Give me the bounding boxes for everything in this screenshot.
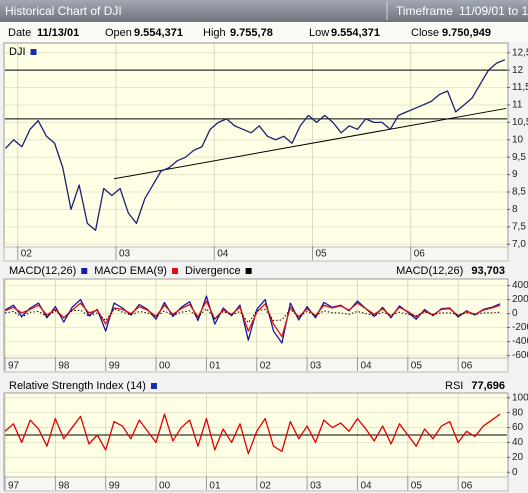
x-tick-label: 97	[8, 361, 20, 372]
plot-area	[3, 278, 509, 359]
y-tick-label: 8	[512, 204, 518, 215]
legend-swatch	[245, 268, 252, 274]
x-tick-label: 06	[414, 249, 426, 260]
x-axis-strip	[3, 357, 509, 373]
x-tick-label: 98	[58, 481, 70, 492]
readout-label: MACD(12,26)	[396, 265, 463, 277]
series-line	[5, 59, 506, 231]
legend-label: Divergence	[185, 265, 241, 277]
readout-label: RSI	[445, 380, 463, 392]
x-tick-label: 99	[109, 361, 121, 372]
series-line	[4, 308, 501, 324]
x-tick-label: 03	[310, 481, 322, 492]
legend-label: Relative Strength Index (14)	[9, 380, 146, 392]
y-tick-label: 11	[512, 100, 523, 111]
y-tick-label: 7,0	[512, 239, 526, 250]
y-tick-label: -200	[512, 322, 528, 333]
x-axis-strip	[3, 476, 509, 492]
y-tick-label: 12,5	[512, 47, 528, 58]
y-tick-label: 12	[512, 65, 524, 76]
timeframe: 11/09/01 to 11	[459, 4, 528, 18]
x-tick-label: 02	[260, 361, 272, 372]
y-tick-label: -600	[512, 350, 528, 361]
x-tick-label: 98	[58, 361, 70, 372]
readout-value: 93,703	[471, 265, 505, 277]
y-tick-label: 10,5	[512, 117, 528, 128]
y-tick-label: 40	[512, 437, 524, 448]
x-tick-label: 03	[310, 361, 322, 372]
y-tick-label: 11,5	[512, 82, 528, 93]
info-label: High	[203, 27, 226, 39]
y-tick-label: 200	[512, 294, 528, 305]
y-tick-label: 0	[512, 467, 518, 478]
y-tick-label: 0	[512, 308, 518, 319]
x-tick-label: 99	[109, 481, 121, 492]
info-label: Close	[411, 27, 439, 39]
x-tick-label: 04	[360, 361, 372, 372]
legend-swatch	[30, 49, 37, 55]
plot-area	[3, 42, 509, 248]
info-value: 9.554,371	[331, 27, 380, 39]
y-tick-label: 9,5	[512, 152, 526, 163]
legend-label: MACD EMA(9)	[94, 265, 167, 277]
x-tick-label: 00	[159, 361, 171, 372]
timeframe-label: Timeframe	[396, 4, 453, 18]
x-tick-label: 01	[209, 481, 221, 492]
x-tick-label: 03	[119, 249, 131, 260]
y-tick-label: 20	[512, 452, 524, 463]
info-label: Low	[309, 27, 329, 39]
x-tick-label: 00	[159, 481, 171, 492]
x-tick-label: 04	[360, 481, 372, 492]
x-tick-label: 01	[209, 361, 221, 372]
x-tick-label: 02	[260, 481, 272, 492]
x-tick-label: 04	[217, 249, 229, 260]
x-tick-label: 05	[315, 249, 327, 260]
y-tick-label: 10	[512, 134, 524, 145]
x-tick-label: 02	[21, 249, 33, 260]
y-tick-label: 9	[512, 169, 518, 180]
y-tick-label: 7,5	[512, 221, 526, 232]
y-tick-label: 400	[512, 280, 528, 291]
series-line	[4, 300, 501, 338]
chart-title: Historical Chart of DJI	[5, 4, 122, 18]
info-value: 11/13/01	[37, 27, 79, 39]
y-tick-label: -400	[512, 336, 528, 347]
x-tick-label: 97	[8, 481, 20, 492]
legend-label: MACD(12,26)	[9, 265, 76, 277]
x-tick-label: 05	[411, 481, 423, 492]
legend-swatch	[150, 383, 157, 389]
legend-swatch	[81, 268, 88, 274]
series-line	[4, 413, 501, 455]
trend-line	[113, 107, 507, 180]
info-label: Date	[8, 27, 31, 39]
info-value: 9.755,78	[230, 27, 273, 39]
info-value: 9.554,371	[134, 27, 183, 39]
legend-swatch	[171, 268, 178, 274]
y-tick-label: 60	[512, 422, 524, 433]
readout-value: 77,696	[471, 380, 505, 392]
legend-label: DJI	[9, 46, 26, 58]
info-value: 9.750,949	[442, 27, 491, 39]
y-tick-label: 100	[512, 392, 528, 403]
y-tick-label: 8,5	[512, 187, 526, 198]
x-tick-label: 06	[461, 361, 473, 372]
x-tick-label: 05	[411, 361, 423, 372]
y-tick-label: 80	[512, 407, 524, 418]
series-line	[4, 295, 501, 344]
info-label: Open	[105, 27, 132, 39]
x-axis-strip	[3, 246, 509, 262]
info-bar	[0, 22, 528, 42]
x-tick-label: 06	[461, 481, 473, 492]
title-bar	[0, 0, 528, 22]
